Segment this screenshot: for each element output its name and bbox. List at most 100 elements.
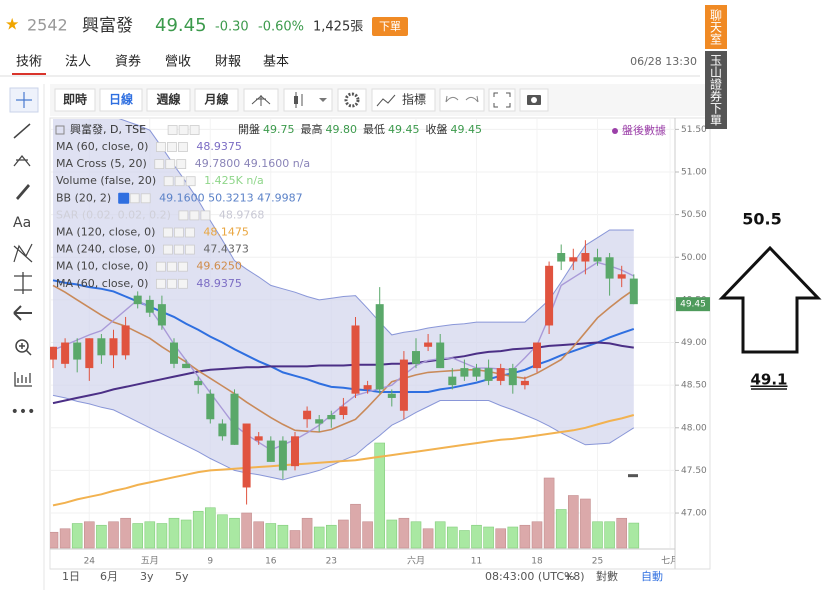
legend-icon[interactable] [156,142,166,152]
legend-icon[interactable] [156,261,166,272]
tab[interactable]: 營收 [165,55,191,70]
pattern-tool[interactable] [13,243,33,263]
period-button[interactable]: 月線 [203,92,228,107]
legend-icon[interactable] [176,159,187,170]
measure-bars-tool[interactable] [14,372,32,387]
legend-icon[interactable] [167,261,177,272]
trend-line-tool[interactable] [13,123,31,139]
tab[interactable]: 財報 [215,55,241,70]
after-hours-label[interactable]: 盤後數據 [622,123,666,137]
candle-body [569,257,578,262]
candle-body [242,423,251,488]
broker-order-button[interactable]: 玉山證券下單 [705,51,727,129]
legend-icon[interactable] [174,176,185,187]
legend-icon[interactable] [174,227,184,238]
range-button[interactable]: 6月 [100,570,118,583]
legend-icon[interactable] [167,278,177,289]
y-tick-label: 50.50 [681,210,707,220]
period-button[interactable]: 即時 [63,92,87,107]
legend-icon[interactable] [156,278,166,289]
candle-body [436,342,445,369]
indicator-name: MA Cross (5, 20) [56,157,147,170]
order-button[interactable]: 下單 [379,20,401,33]
candle-body [291,436,299,467]
period-button-bg[interactable] [146,88,191,112]
order-button-bg[interactable] [372,17,408,36]
range-button[interactable]: 5y [175,570,189,583]
legend-icon[interactable] [174,244,184,255]
indicator-value: 49.1600 50.3213 47.9987 [159,191,302,204]
tab[interactable]: 法人 [65,55,91,70]
volume-bar [495,528,507,549]
legend-icon[interactable] [189,125,200,135]
collapse-icon[interactable] [55,125,65,135]
fib-tool[interactable] [13,154,31,167]
indicator-icon [376,94,396,107]
legend-icon[interactable] [154,159,165,170]
chat-button[interactable]: 聊天室 [705,5,727,49]
period-button-bg[interactable] [99,88,143,112]
brush-tool[interactable] [16,184,30,200]
legend-icon[interactable] [129,193,140,204]
candle-body [520,380,529,386]
range-button[interactable]: 1日 [62,570,80,583]
legend-icon[interactable] [163,244,173,255]
tab[interactable]: 基本 [263,55,289,70]
indicator-button[interactable]: 指標 [402,92,426,107]
legend-icon[interactable] [178,278,188,289]
legend-icon[interactable] [185,176,196,187]
legend-icon[interactable] [167,142,177,152]
legend-icon[interactable] [165,159,176,170]
fullscreen-button[interactable] [488,88,516,112]
candle-body [496,368,505,381]
axis-option[interactable]: % [564,570,574,583]
y-tick-label: 51.50 [681,125,707,135]
measure-tool[interactable] [14,272,32,294]
period-button-bg[interactable] [54,88,96,112]
legend-icon[interactable] [200,210,211,221]
volume-bar [313,526,325,549]
legend-icon[interactable] [163,176,174,187]
volume-bar [410,521,422,549]
candle-body [109,338,118,356]
remove-tool[interactable] [13,305,32,321]
volume-bar [277,524,289,549]
candle-body [533,342,541,369]
range-button[interactable]: 3y [140,570,154,583]
axis-option[interactable]: 對數 [596,569,618,583]
indicator-name: Volume (false, 20) [56,174,156,187]
favorite-star[interactable]: ★ [5,15,19,34]
x-tick-label: 25 [592,557,603,567]
legend-icon[interactable] [178,142,188,152]
candle-body [73,342,82,360]
period-button-bg[interactable] [194,88,239,112]
candle-body [145,299,154,313]
zoom-tool[interactable] [15,339,29,353]
legend-icon[interactable] [185,227,195,238]
legend-icon[interactable] [140,193,151,204]
legend-icon[interactable] [185,244,195,255]
legend-icon[interactable] [189,210,200,221]
up-arrow [718,245,822,354]
candle-body [206,393,215,420]
tab[interactable]: 技術 [16,55,42,70]
period-button[interactable]: 週線 [156,92,180,107]
more-tools[interactable]: ••• [11,404,36,420]
legend-icon[interactable] [167,125,178,135]
period-button[interactable]: 日線 [109,92,133,107]
legend-icon[interactable] [178,125,189,135]
settings-button[interactable] [337,88,367,112]
undo-redo[interactable] [439,88,485,112]
tab[interactable]: 資券 [115,54,141,70]
axis-option[interactable]: 自動 [641,569,663,583]
candle-body [97,338,106,356]
visible-toggle[interactable] [118,192,130,204]
text-tool[interactable]: Aa [13,215,31,231]
stock-price: 49.45 [155,15,207,36]
y-axis: 47.0047.5048.0048.5049.0049.5050.0050.50… [628,125,710,519]
target-low: 49.1 [750,371,787,389]
legend-icon[interactable] [178,210,189,221]
legend-icon[interactable] [163,227,173,238]
indicator-button-bg[interactable] [371,88,436,112]
legend-icon[interactable] [178,261,188,272]
